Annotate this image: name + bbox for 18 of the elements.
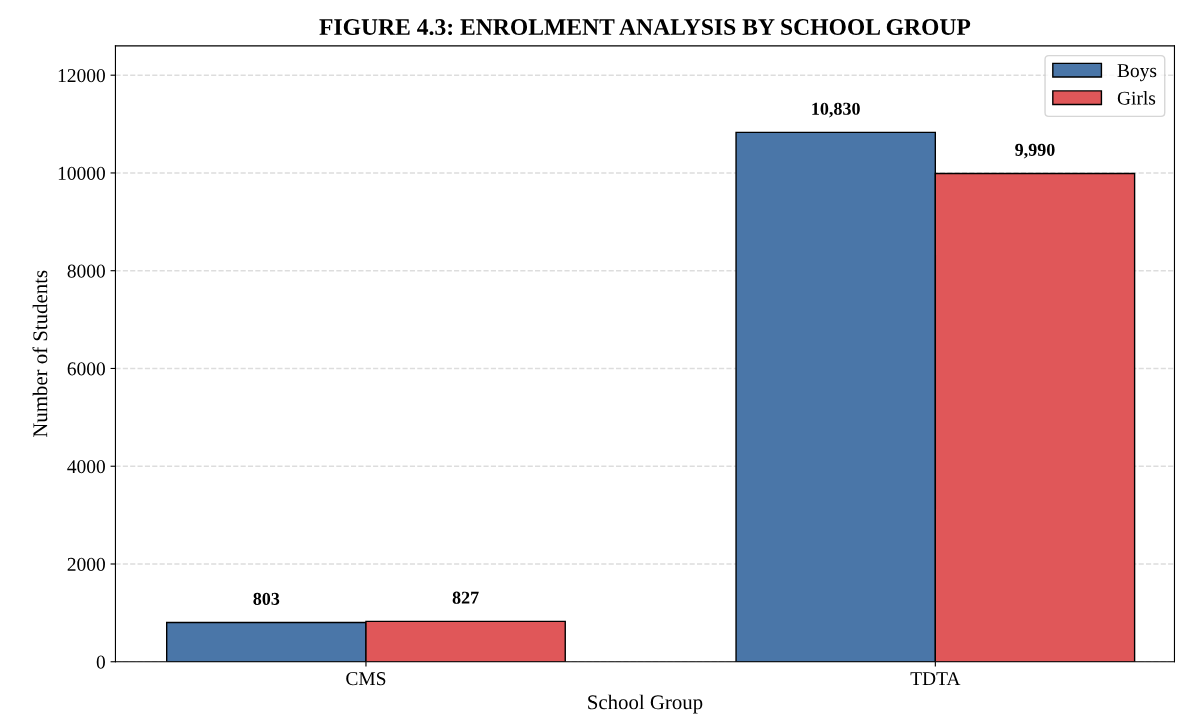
y-tick-label: 6000: [67, 362, 105, 376]
data-label: 803: [253, 592, 280, 605]
data-label: 9,990: [1015, 143, 1055, 159]
chart-title: FIGURE 4.3: ENROLMENT ANALYSIS BY SCHOOL GROUP: [319, 19, 971, 36]
y-axis-title: Number of Students: [32, 270, 48, 438]
y-tick-label: 0: [96, 655, 105, 669]
data-label: 10,830: [812, 102, 860, 118]
y-tick-label: 12000: [58, 69, 105, 83]
legend-label: Boys: [1117, 64, 1157, 82]
x-tick-label: TDTA: [910, 672, 961, 686]
y-tick-label: 8000: [67, 264, 105, 278]
y-tick-label: 2000: [67, 557, 105, 571]
legend-label: Girls: [1117, 91, 1156, 105]
data-label: 827: [452, 591, 479, 604]
x-axis-title: School Group: [588, 694, 703, 714]
y-tick-label: 4000: [67, 460, 105, 474]
x-tick-label: CMS: [346, 672, 386, 686]
y-tick-label: 10000: [58, 166, 105, 180]
